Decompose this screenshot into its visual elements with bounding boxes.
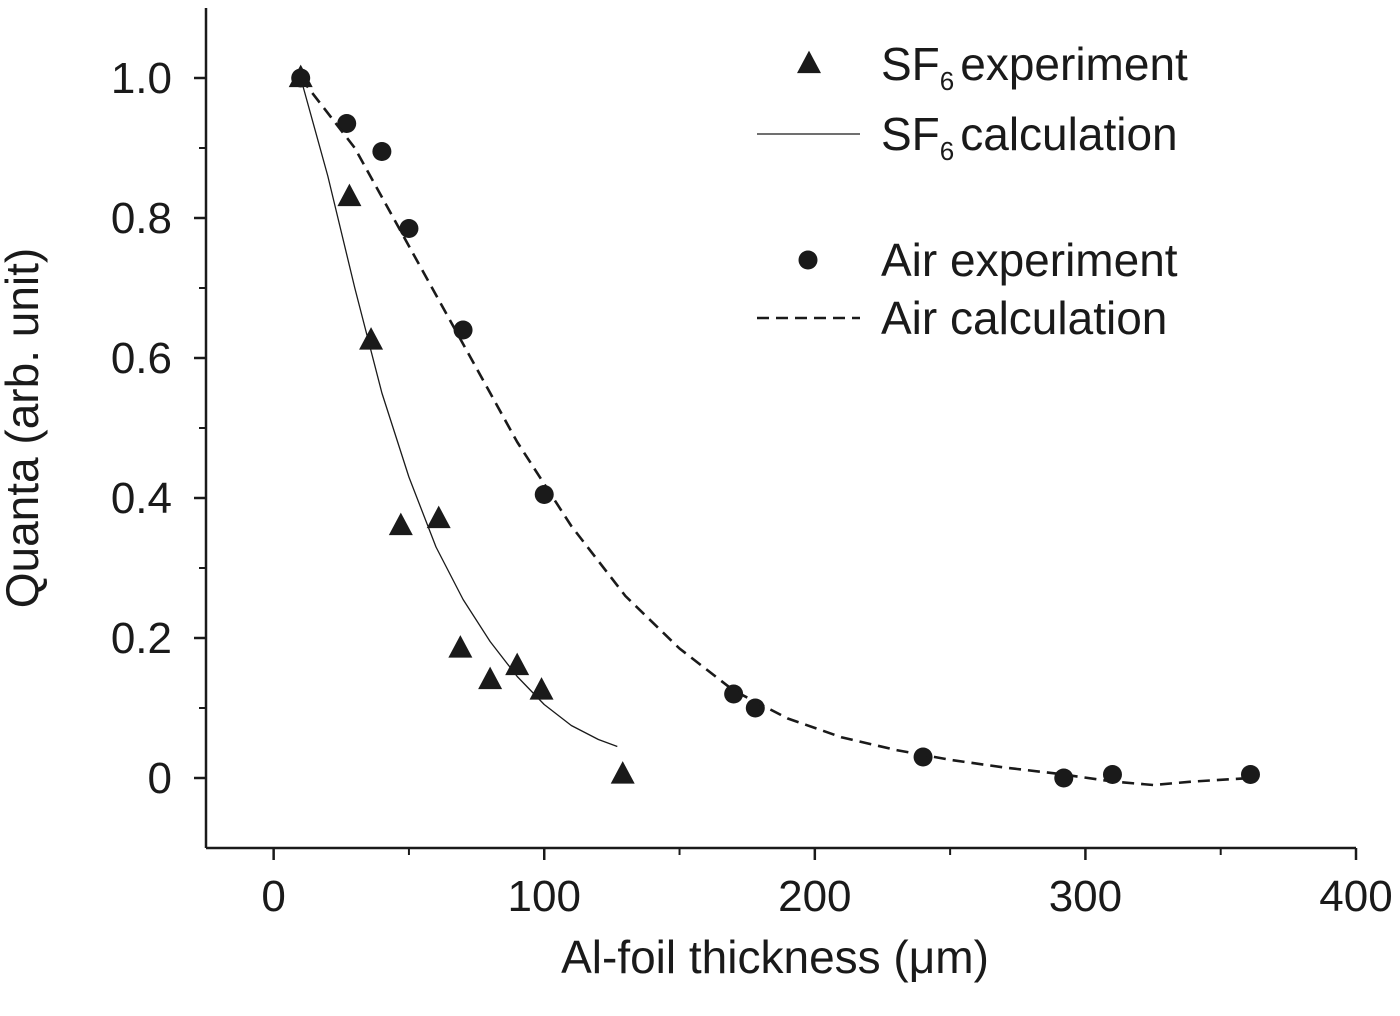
air-experiment-point [724,684,744,704]
x-tick-label: 400 [1319,872,1392,921]
air-experiment-point [399,219,419,238]
air-experiment-point [372,142,392,161]
legend-label: SF6 calculation [881,108,1178,166]
y-tick-label: 0.4 [111,474,172,523]
sf6-experiment-point [448,635,473,658]
x-tick-label: 200 [778,872,851,921]
sf6-experiment-point [426,505,451,529]
x-tick-label: 0 [261,872,285,921]
sf6-experiment-point [337,183,362,207]
y-tick-label: 1.0 [111,54,172,103]
air-experiment-point [1102,765,1122,784]
y-tick-label: 0 [148,754,172,803]
sf6-experiment-point [529,677,554,700]
y-tick-label: 0.6 [111,334,172,383]
legend-label: SF6 experiment [881,38,1188,96]
plot-series [288,64,1260,788]
x-axis-title: Al-foil thickness (μm) [561,931,989,983]
axes: 0 0.2 0.4 0.6 0.8 1.0 0 100 200 300 400 [111,8,1393,921]
air-experiment-point [1240,765,1260,784]
sf6-experiment-point [478,666,503,690]
sf6-calculation-line [300,77,618,748]
air-experiment-point [337,114,357,133]
sf6-experiment-point [610,761,635,784]
sf6-experiment-point [359,327,384,350]
air-experiment-point [453,320,473,340]
y-axis-title: Quanta (arb. unit) [0,248,48,609]
x-tick-label: 300 [1049,872,1122,921]
x-tick-label: 100 [508,872,581,921]
air-experiment-point [913,747,933,767]
legend: SF6 experiment SF6 calculation Air experimen… [757,38,1188,344]
legend-label: Air calculation [881,292,1167,344]
sf6-experiment-point [388,512,413,536]
legend-label: Air experiment [881,234,1178,286]
y-tick-label: 0.8 [111,194,172,243]
air-calculation-line [299,77,1251,787]
y-tick-label: 0.2 [111,614,172,663]
legend-circle-marker [798,250,818,270]
air-experiment-point [1054,768,1074,788]
sf6-experiment-point [505,652,530,676]
legend-triangle-marker [797,50,821,74]
